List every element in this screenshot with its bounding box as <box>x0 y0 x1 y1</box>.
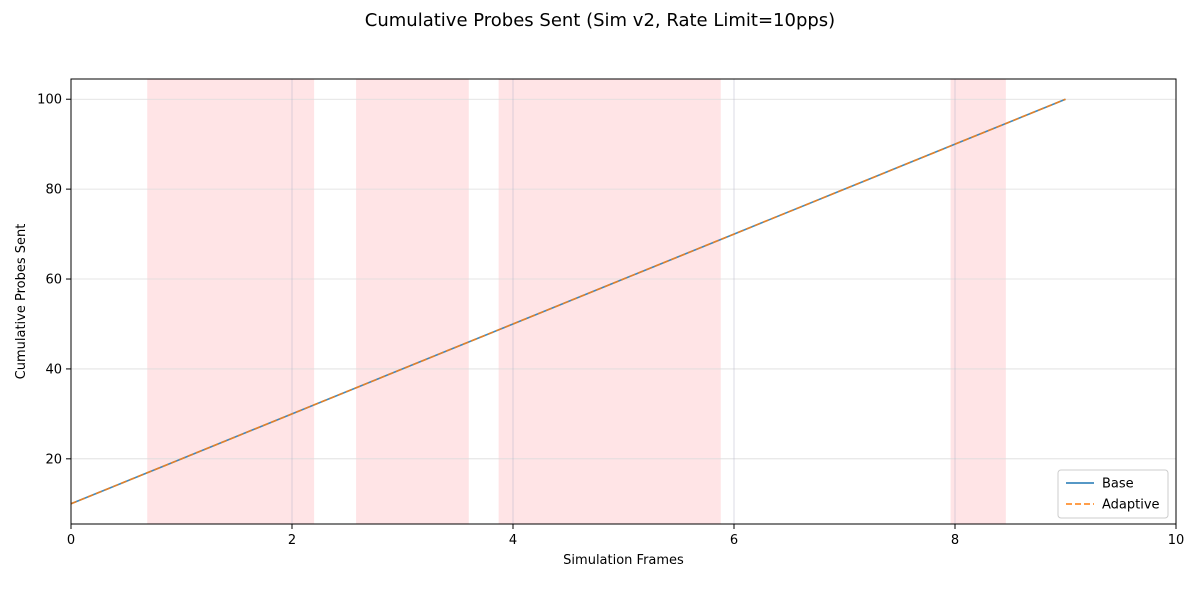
vertical-markers <box>291 79 956 524</box>
legend: Base Adaptive <box>1057 469 1169 519</box>
shaded-region-1 <box>147 79 315 524</box>
y-tick-label: 80 <box>45 183 62 198</box>
y-tick-label: 100 <box>37 93 62 108</box>
x-tick-label: 8 <box>951 533 959 548</box>
y-tick-label: 40 <box>45 362 62 377</box>
x-tick-label: 0 <box>67 533 75 548</box>
shaded-region-3 <box>498 79 721 524</box>
y-axis-ticks: 20 40 60 80 100 <box>37 93 71 467</box>
series-line-adaptive <box>70 98 1066 505</box>
series-lines <box>70 98 1066 505</box>
x-tick-label: 2 <box>288 533 296 548</box>
y-axis-label: Cumulative Probes Sent <box>14 224 29 380</box>
legend-label-base: Base <box>1102 477 1134 492</box>
x-tick-label: 4 <box>509 533 517 548</box>
plot-frame <box>70 78 1177 525</box>
x-tick-label: 10 <box>1168 533 1185 548</box>
legend-box <box>1057 469 1169 519</box>
legend-label-adaptive: Adaptive <box>1102 498 1160 513</box>
chart-title: Cumulative Probes Sent (Sim v2, Rate Lim… <box>364 10 836 31</box>
y-tick-label: 20 <box>45 452 62 467</box>
shaded-region-4 <box>950 79 1006 524</box>
shaded-region-2 <box>356 79 469 524</box>
x-axis-ticks: 0 2 4 6 8 10 <box>67 524 1184 548</box>
x-axis-label: Simulation Frames <box>563 553 684 568</box>
y-tick-label: 60 <box>45 273 62 288</box>
x-tick-label: 6 <box>730 533 738 548</box>
shaded-regions <box>147 79 1006 524</box>
